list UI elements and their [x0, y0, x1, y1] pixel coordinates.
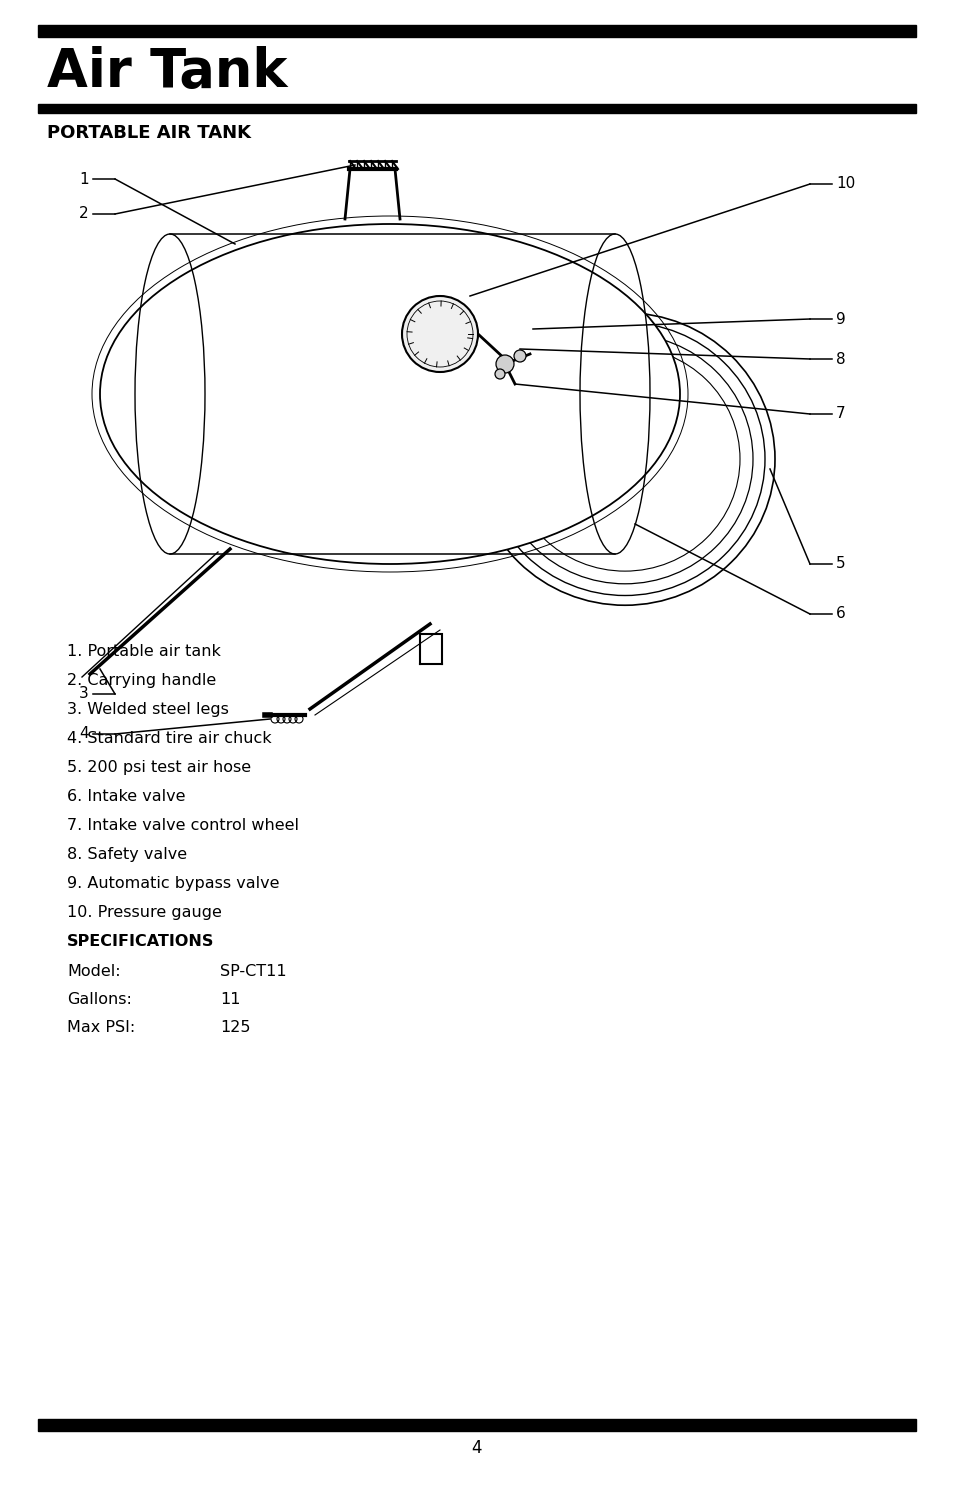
Text: 1. Portable air tank: 1. Portable air tank — [67, 645, 221, 660]
Circle shape — [401, 296, 477, 372]
Text: PORTABLE AIR TANK: PORTABLE AIR TANK — [47, 124, 251, 141]
Bar — [38, 104, 915, 113]
Text: SP-CT11: SP-CT11 — [220, 963, 286, 978]
Text: 125: 125 — [220, 1020, 251, 1035]
Circle shape — [495, 369, 504, 380]
Circle shape — [514, 350, 525, 362]
Ellipse shape — [100, 223, 679, 564]
Text: 8: 8 — [835, 351, 844, 366]
Text: Gallons:: Gallons: — [67, 992, 132, 1007]
Circle shape — [496, 354, 514, 374]
Text: Model:: Model: — [67, 963, 120, 978]
Text: 10. Pressure gauge: 10. Pressure gauge — [67, 905, 222, 920]
Text: 1: 1 — [79, 171, 89, 186]
Text: SPECIFICATIONS: SPECIFICATIONS — [67, 934, 214, 948]
Text: 8. Safety valve: 8. Safety valve — [67, 847, 187, 862]
Text: 5: 5 — [835, 557, 844, 572]
Text: 5. 200 psi test air hose: 5. 200 psi test air hose — [67, 759, 251, 774]
Text: 4: 4 — [471, 1438, 482, 1458]
Text: 3: 3 — [79, 686, 89, 701]
Bar — [38, 25, 915, 37]
Text: 7: 7 — [835, 406, 844, 421]
Text: 10: 10 — [835, 177, 854, 192]
Text: 9: 9 — [835, 311, 845, 326]
Text: 11: 11 — [220, 992, 240, 1007]
Text: Max PSI:: Max PSI: — [67, 1020, 135, 1035]
Text: 7. Intake valve control wheel: 7. Intake valve control wheel — [67, 817, 298, 832]
Bar — [38, 1419, 915, 1431]
Text: 9. Automatic bypass valve: 9. Automatic bypass valve — [67, 876, 279, 890]
Text: 3. Welded steel legs: 3. Welded steel legs — [67, 701, 229, 718]
Text: 6: 6 — [835, 606, 845, 621]
Text: 2: 2 — [79, 207, 89, 222]
Text: 2. Carrying handle: 2. Carrying handle — [67, 673, 216, 688]
Text: 6. Intake valve: 6. Intake valve — [67, 789, 185, 804]
Text: 4: 4 — [79, 727, 89, 742]
Text: 4. Standard tire air chuck: 4. Standard tire air chuck — [67, 731, 272, 746]
Text: Air Tank: Air Tank — [47, 46, 287, 98]
